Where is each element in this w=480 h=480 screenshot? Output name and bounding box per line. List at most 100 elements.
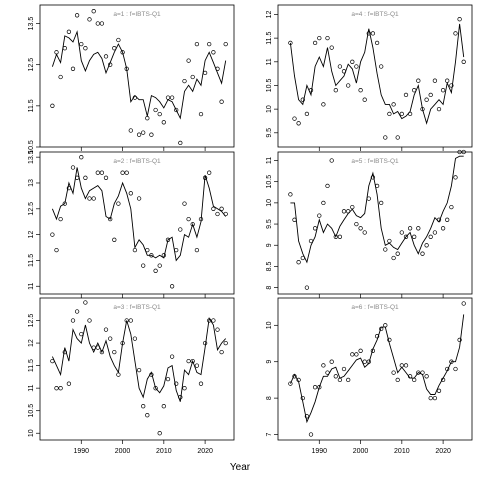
observation-point (321, 200, 326, 206)
observation-point (333, 88, 338, 93)
observation-point (374, 183, 380, 189)
observation-point (58, 74, 63, 80)
observation-point (341, 69, 347, 74)
observation-point (370, 175, 376, 180)
observation-point (223, 211, 228, 217)
panel-frame (39, 151, 235, 295)
observation-point (79, 41, 84, 47)
observation-point (207, 170, 212, 175)
panel-frame (39, 4, 235, 148)
observation-point (432, 395, 438, 401)
observation-point (440, 377, 446, 383)
observation-point (120, 50, 125, 55)
observation-point (136, 132, 142, 137)
y-tick-label: 10.5 (266, 175, 273, 189)
observation-point (112, 237, 117, 242)
observation-point (83, 300, 88, 305)
observation-point (399, 111, 404, 117)
observation-point (391, 370, 396, 375)
panel-title: a=5 : f=IBTS-Q1 (351, 158, 399, 165)
y-tick-label: 11 (28, 283, 35, 290)
observation-point (182, 386, 187, 391)
observation-point (379, 64, 384, 69)
observation-point (395, 251, 400, 256)
y-tick-label: 9 (266, 360, 273, 364)
observation-point (453, 31, 458, 36)
fitted-line (289, 23, 465, 125)
observation-point (215, 211, 220, 217)
observation-point (317, 35, 322, 41)
observation-point (354, 64, 359, 69)
observation-point (66, 185, 72, 191)
observation-point (362, 97, 367, 102)
observation-point (165, 95, 171, 100)
observation-point (116, 201, 121, 206)
observation-point (161, 120, 166, 125)
observation-point (219, 206, 224, 211)
x-tick-label: 2010 (394, 448, 410, 455)
observation-point (128, 128, 133, 133)
y-tick-label: 8 (266, 286, 273, 290)
observation-point (50, 232, 55, 237)
observation-point (420, 370, 425, 375)
observation-point (420, 251, 425, 256)
observation-point (387, 111, 392, 117)
x-tick-label: 2000 (115, 448, 131, 455)
observation-point (432, 78, 438, 83)
observation-point (337, 377, 343, 383)
observation-point (391, 102, 396, 107)
observation-point (157, 111, 162, 117)
observation-point (424, 374, 429, 379)
observation-point (412, 234, 417, 239)
panel-frame (39, 297, 235, 441)
observation-point (99, 170, 105, 175)
observation-point (215, 327, 220, 332)
observation-point (54, 50, 59, 55)
y-tick-label: 13 (28, 179, 35, 187)
observation-point (149, 132, 154, 137)
observation-point (321, 102, 326, 107)
fitted-line (51, 317, 227, 402)
observation-point (79, 331, 84, 337)
observation-point (292, 116, 297, 121)
observation-point (358, 226, 363, 231)
observation-point (341, 209, 347, 214)
observation-point (178, 395, 183, 400)
observation-point (128, 191, 133, 196)
observation-point (350, 59, 355, 64)
observation-point (149, 253, 154, 258)
observation-point (66, 29, 72, 34)
observation-point (74, 175, 80, 180)
observation-point (211, 318, 216, 323)
observation-point (207, 318, 212, 323)
observation-point (379, 326, 384, 332)
observation-point (317, 213, 322, 218)
y-tick-label: 11.5 (28, 254, 35, 267)
y-tick-label: 13.5 (28, 150, 35, 164)
observation-point (399, 230, 404, 235)
observation-point (337, 64, 343, 69)
panel-title: a=6 : f=IBTS-Q1 (351, 304, 399, 311)
observation-point (383, 247, 388, 252)
y-tick-label: 11.5 (266, 31, 273, 44)
observation-point (223, 340, 228, 346)
y-tick-label: 12.5 (28, 58, 35, 72)
observation-point (50, 358, 55, 364)
y-tick-label: 12.5 (28, 314, 35, 328)
observation-point (91, 196, 96, 201)
observation-point (350, 352, 355, 357)
y-tick-label: 11 (266, 58, 273, 65)
observation-point (453, 366, 458, 372)
observation-point (145, 413, 150, 418)
observation-point (165, 376, 171, 382)
observation-point (432, 230, 438, 235)
y-tick-label: 11 (28, 384, 35, 391)
observation-point (317, 385, 322, 390)
observation-point (186, 58, 191, 63)
panel-1: a=1 : f=IBTS-Q1 10.5 11.5 12.5 13.5 (28, 4, 235, 154)
observation-point (304, 414, 310, 419)
observation-point (407, 111, 413, 117)
observation-point (141, 130, 146, 135)
panel-3: a=2 : f=IBTS-Q1 11 11.5 12 12.5 13 13.5 (28, 150, 235, 298)
observation-point (202, 175, 208, 180)
